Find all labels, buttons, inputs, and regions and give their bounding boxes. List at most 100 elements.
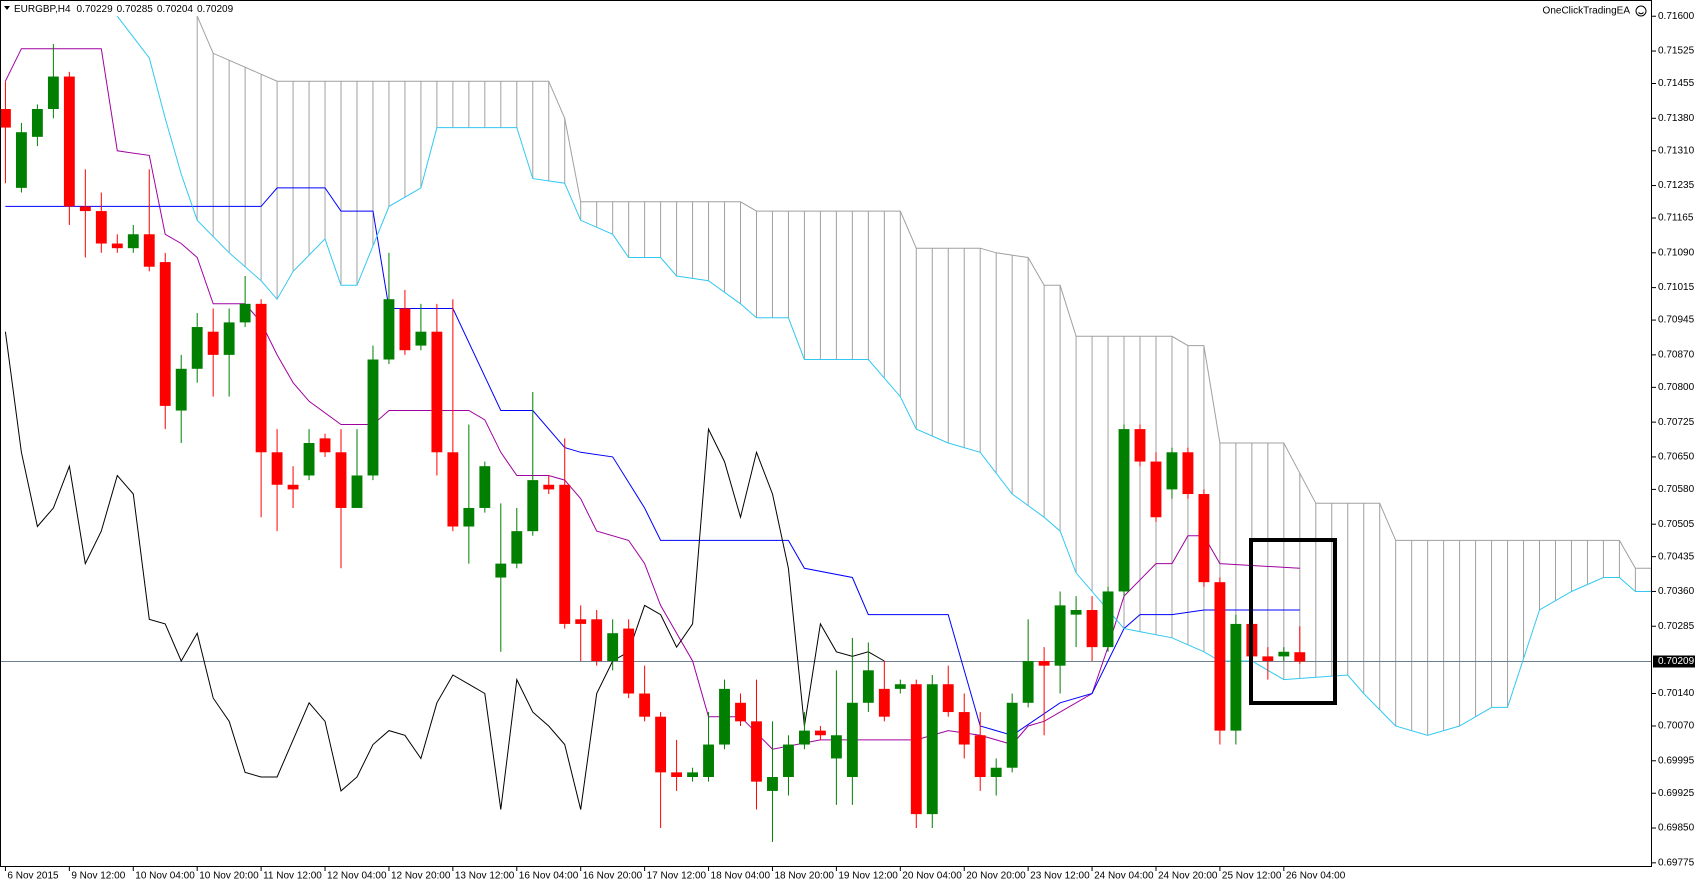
candle-body <box>207 331 219 355</box>
x-tick-label: 20 Nov 04:00 <box>902 871 962 882</box>
candle-body <box>767 777 778 791</box>
y-tick-label: 0.70800 <box>1658 382 1695 393</box>
candle-body <box>31 109 43 137</box>
y-tick-label: 0.69925 <box>1658 788 1695 799</box>
candle-body <box>79 206 91 212</box>
candle-body <box>1038 661 1050 666</box>
candle-body <box>910 684 922 815</box>
y-tick-label: 0.71165 <box>1658 213 1694 224</box>
x-tick-label: 9 Nov 12:00 <box>71 871 125 882</box>
candle-body <box>127 234 139 249</box>
y-tick-label: 0.70070 <box>1658 721 1695 732</box>
y-tick-label: 0.71380 <box>1658 113 1695 124</box>
candle-body <box>1214 582 1226 731</box>
candle-body <box>255 303 267 453</box>
candle-body <box>351 475 363 508</box>
y-tick-label: 0.70580 <box>1658 484 1695 495</box>
candle-body <box>0 109 11 128</box>
price-label-box <box>1653 655 1695 668</box>
candle-body <box>894 684 906 689</box>
indicator-line <box>4 331 885 810</box>
candle-body <box>1086 610 1098 648</box>
x-tick-label: 18 Nov 04:00 <box>711 871 771 882</box>
candle-body <box>607 633 619 662</box>
candle-body <box>175 368 187 411</box>
x-tick-label: 24 Nov 20:00 <box>1158 871 1218 882</box>
candle-body <box>703 744 714 778</box>
candle-body <box>335 452 347 508</box>
candle-body <box>239 303 251 323</box>
y-tick-label: 0.70360 <box>1658 586 1695 597</box>
candle-body <box>735 702 746 722</box>
price-label: 0.70209 <box>1658 656 1695 667</box>
candle-body <box>495 563 507 578</box>
symbol-menu-icon[interactable] <box>4 6 10 10</box>
candle-body <box>15 132 27 188</box>
x-tick-label: 18 Nov 20:00 <box>774 871 834 882</box>
x-tick-label: 13 Nov 12:00 <box>455 871 515 882</box>
candle-body <box>527 480 539 532</box>
expert-name: OneClickTradingEA <box>1543 6 1631 17</box>
x-tick-label: 24 Nov 04:00 <box>1094 871 1154 882</box>
plot-area <box>0 15 1652 842</box>
x-tick-label: 12 Nov 04:00 <box>327 871 387 882</box>
candle-body <box>431 331 443 453</box>
y-tick-label: 0.71310 <box>1658 145 1695 156</box>
candle-body <box>319 438 331 453</box>
expert-icon-face <box>1635 5 1647 17</box>
candle-body <box>143 234 155 267</box>
x-tick-label: 16 Nov 20:00 <box>583 871 643 882</box>
indicator-line <box>196 16 1652 569</box>
candle-body <box>1262 656 1274 662</box>
candle-body <box>111 243 123 249</box>
candle-body <box>479 466 491 508</box>
chart-header: EURGBP,H4 0.70229 0.70285 0.70204 0.70209 <box>14 4 234 15</box>
x-tick-label: 26 Nov 04:00 <box>1286 871 1346 882</box>
y-tick-label: 0.69775 <box>1658 857 1695 868</box>
candle-body <box>926 684 938 815</box>
y-tick-label: 0.71015 <box>1658 282 1695 293</box>
candle-body <box>1102 591 1114 648</box>
candle-body <box>687 772 699 778</box>
x-tick-label: 17 Nov 12:00 <box>647 871 707 882</box>
candle-body <box>383 299 395 360</box>
candle-body <box>399 308 411 351</box>
expert-icon[interactable] <box>1635 5 1647 17</box>
candle-body <box>846 702 858 778</box>
x-axis: 6 Nov 2015 9 Nov 12:00 10 Nov 04:00 10 Nov … <box>4 867 1346 882</box>
y-tick-label: 0.71525 <box>1658 46 1695 57</box>
candle-body <box>671 772 683 778</box>
y-tick-label: 0.69850 <box>1658 823 1695 834</box>
candle-body <box>1070 610 1082 615</box>
y-tick-label: 0.71235 <box>1658 180 1695 191</box>
candle-body <box>1230 623 1242 731</box>
candle-body <box>223 322 235 355</box>
y-tick-label: 0.70870 <box>1658 350 1695 361</box>
y-tick-label: 0.71455 <box>1658 78 1695 89</box>
candle-body <box>958 712 970 745</box>
candle-body <box>798 730 810 745</box>
ohlc-high: 0.70285 <box>117 4 154 15</box>
candle-body <box>1134 429 1146 462</box>
y-tick-label: 0.69995 <box>1658 755 1695 766</box>
candle-body <box>591 619 603 662</box>
candle-body <box>862 670 874 703</box>
candle-body <box>814 730 826 736</box>
candle-body <box>974 735 986 778</box>
y-axis: 0.71600 0.71525 0.71455 0.71380 0.71310 0.712… <box>1652 11 1695 868</box>
candle-body <box>1182 452 1194 495</box>
candle-body <box>751 721 762 782</box>
candle-body <box>271 452 283 485</box>
plot-border <box>0 0 1652 867</box>
highlight-box <box>1249 538 1337 705</box>
candle-body <box>159 262 171 406</box>
expert-icon-smile <box>1638 12 1644 15</box>
ohlc-open: 0.70229 <box>77 4 114 15</box>
x-tick-label: 20 Nov 20:00 <box>966 871 1026 882</box>
candle-body <box>1006 702 1018 768</box>
candle-body <box>1054 605 1066 666</box>
candle-body <box>63 76 75 207</box>
candle-body <box>463 507 475 527</box>
